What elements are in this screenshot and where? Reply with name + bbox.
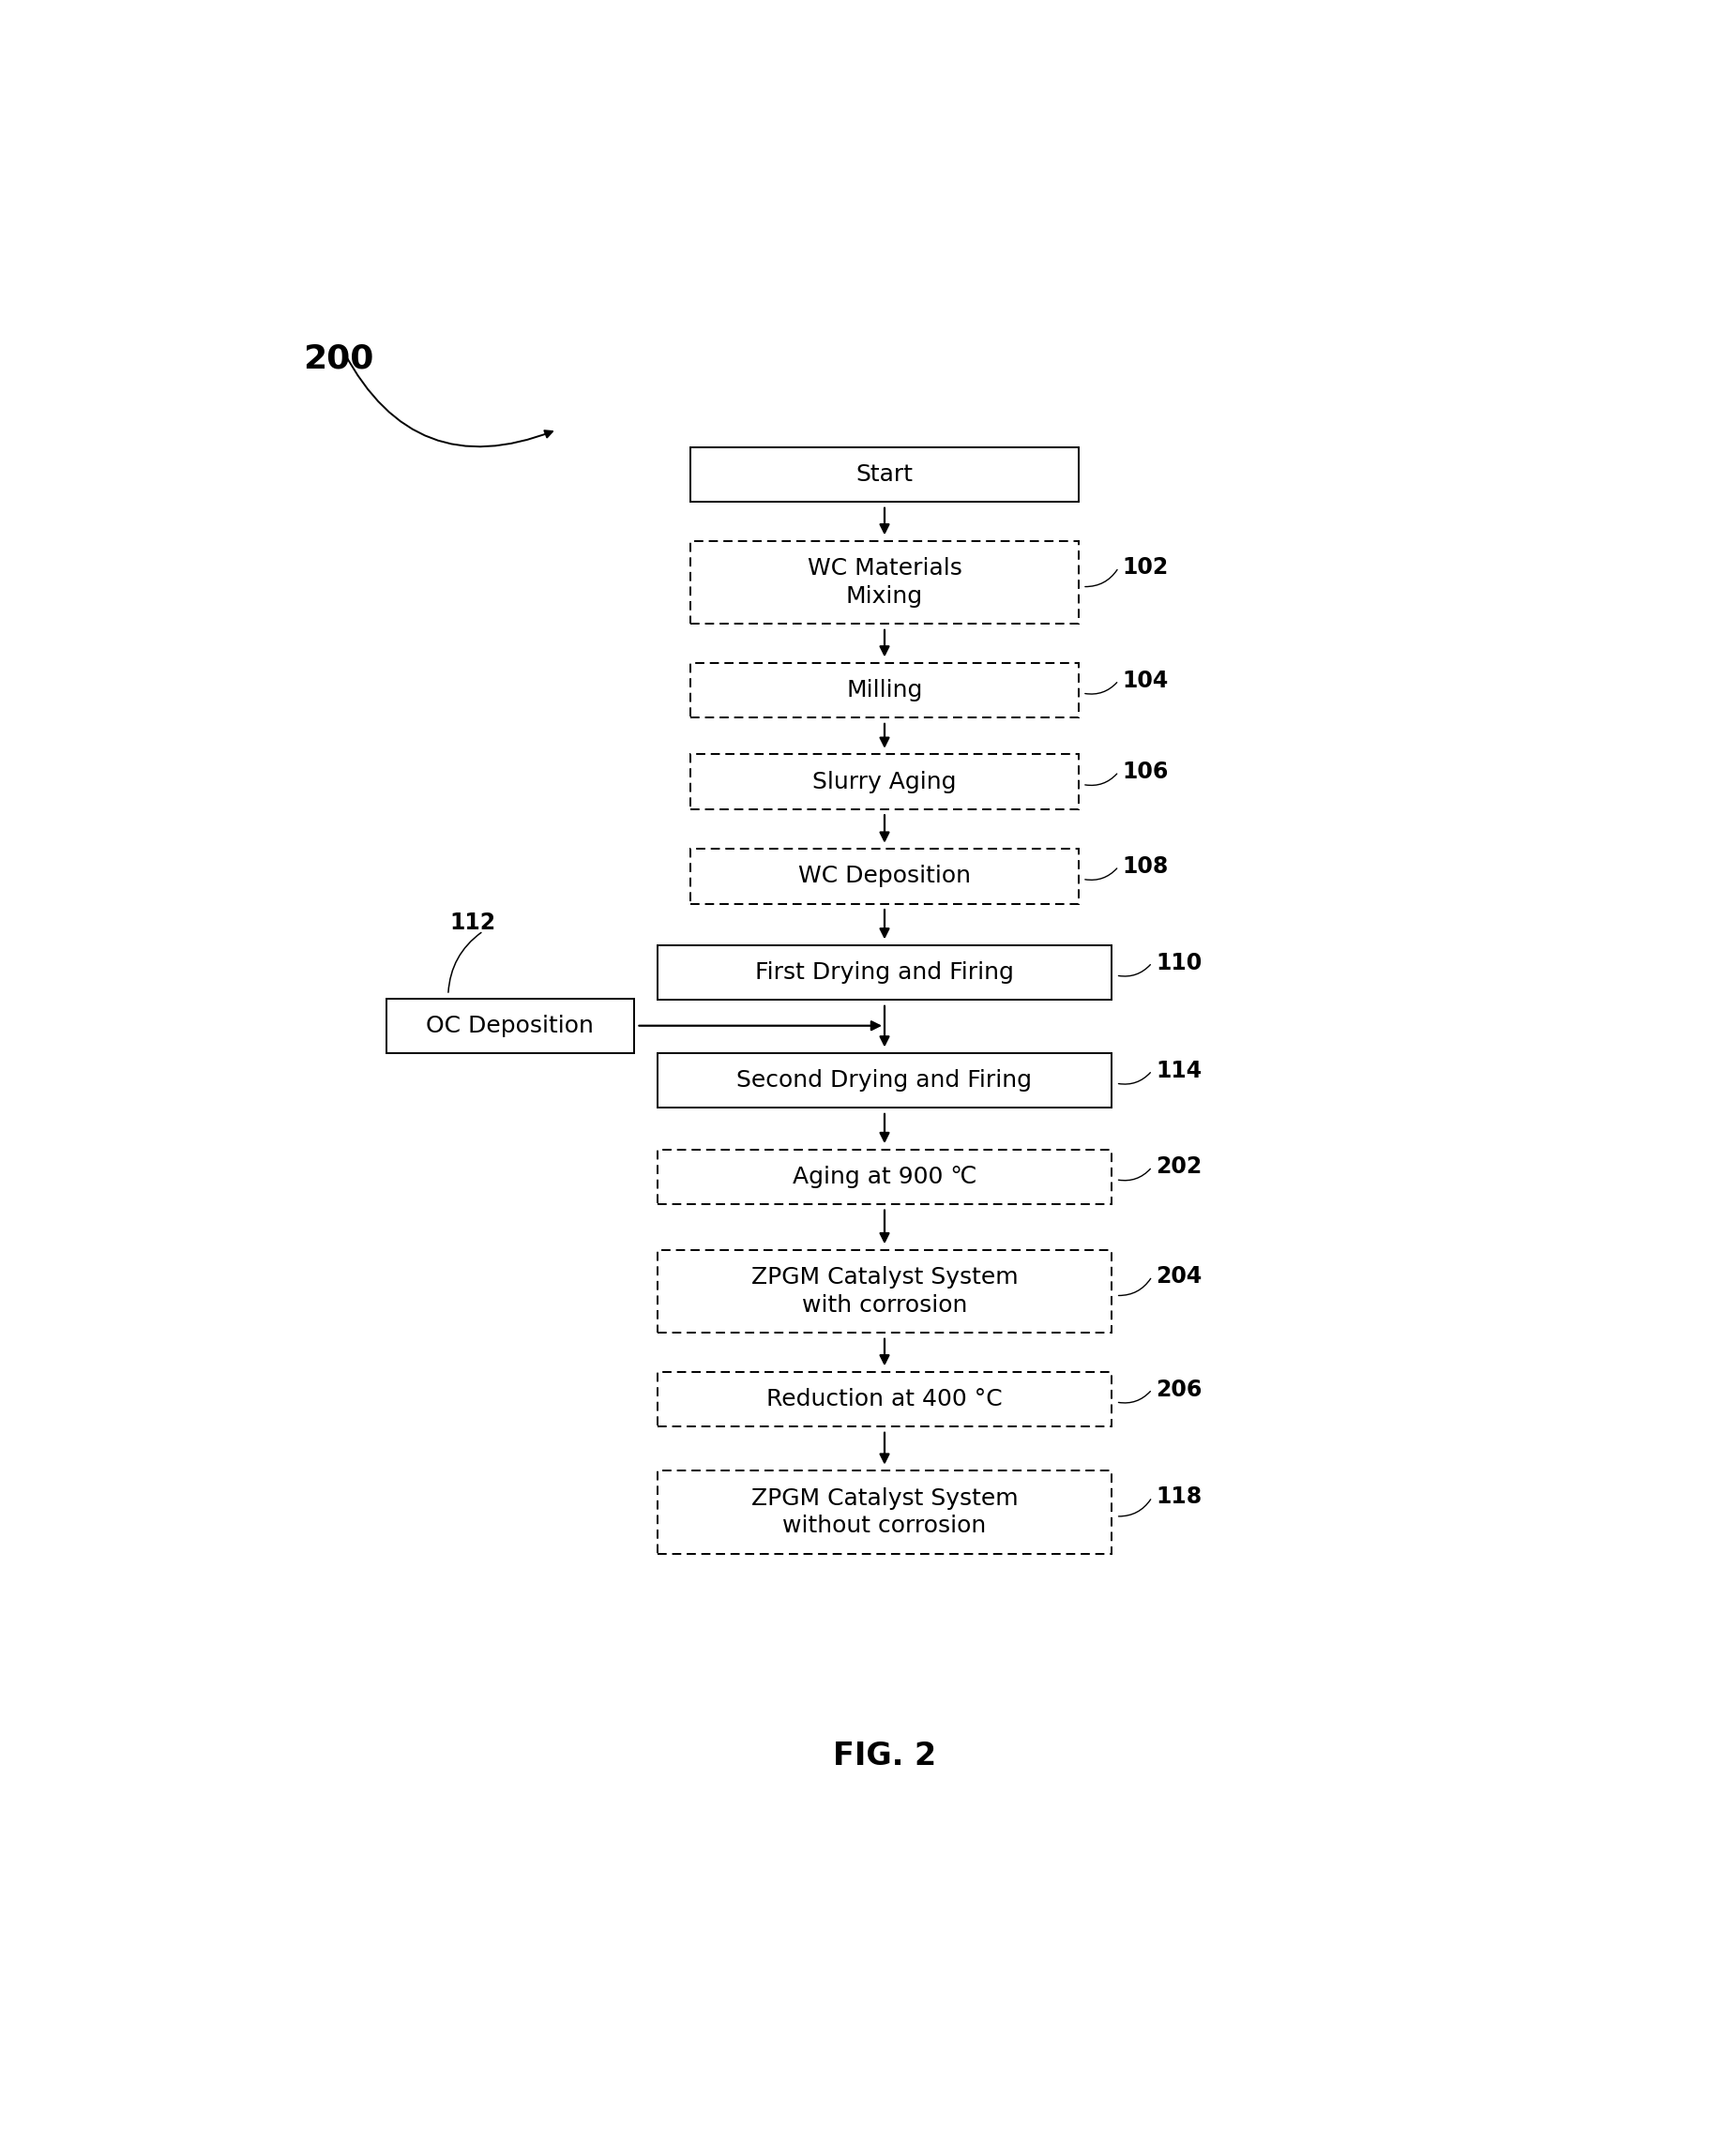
FancyBboxPatch shape xyxy=(690,662,1078,718)
FancyBboxPatch shape xyxy=(657,944,1111,1000)
Text: 200: 200 xyxy=(302,343,373,375)
Text: 108: 108 xyxy=(1121,856,1168,877)
Text: Slurry Aging: Slurry Aging xyxy=(812,770,956,793)
FancyBboxPatch shape xyxy=(657,1052,1111,1108)
Text: OC Deposition: OC Deposition xyxy=(426,1015,593,1037)
Text: 206: 206 xyxy=(1156,1378,1202,1401)
FancyBboxPatch shape xyxy=(657,1371,1111,1427)
FancyBboxPatch shape xyxy=(657,1470,1111,1554)
Text: 104: 104 xyxy=(1121,668,1168,692)
Text: 110: 110 xyxy=(1156,951,1202,975)
Text: Reduction at 400 °C: Reduction at 400 °C xyxy=(766,1388,1002,1410)
Text: Aging at 900 ℃: Aging at 900 ℃ xyxy=(792,1166,976,1188)
Text: First Drying and Firing: First Drying and Firing xyxy=(756,962,1013,983)
Text: ZPGM Catalyst System
with corrosion: ZPGM Catalyst System with corrosion xyxy=(750,1266,1018,1317)
Text: FIG. 2: FIG. 2 xyxy=(833,1740,935,1772)
Text: 204: 204 xyxy=(1156,1266,1202,1287)
Text: Milling: Milling xyxy=(845,679,923,701)
FancyBboxPatch shape xyxy=(386,998,633,1052)
Text: WC Materials
Mixing: WC Materials Mixing xyxy=(807,556,961,608)
FancyBboxPatch shape xyxy=(690,446,1078,502)
Text: 102: 102 xyxy=(1121,556,1168,578)
Text: 114: 114 xyxy=(1156,1059,1202,1082)
FancyBboxPatch shape xyxy=(690,541,1078,623)
FancyBboxPatch shape xyxy=(657,1250,1111,1332)
Text: Second Drying and Firing: Second Drying and Firing xyxy=(737,1069,1032,1091)
FancyBboxPatch shape xyxy=(657,1149,1111,1205)
Text: 118: 118 xyxy=(1156,1485,1202,1509)
Text: 202: 202 xyxy=(1156,1156,1202,1177)
Text: 112: 112 xyxy=(450,912,495,934)
FancyBboxPatch shape xyxy=(690,755,1078,808)
Text: 106: 106 xyxy=(1121,761,1168,783)
FancyBboxPatch shape xyxy=(690,849,1078,903)
Text: Start: Start xyxy=(856,464,913,485)
Text: ZPGM Catalyst System
without corrosion: ZPGM Catalyst System without corrosion xyxy=(750,1488,1018,1537)
Text: WC Deposition: WC Deposition xyxy=(797,865,971,888)
